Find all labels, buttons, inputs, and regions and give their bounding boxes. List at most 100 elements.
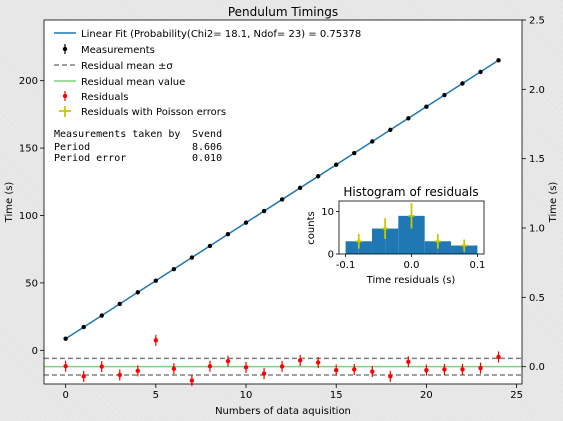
legend-label-fit: Linear Fit (Probability(Chi2= 18.1, Ndof… xyxy=(81,29,361,40)
x-tick-label-3: 15 xyxy=(330,390,343,401)
y-right-tick-label-1: 0.5 xyxy=(529,293,545,304)
y-right-tick-label-2: 1.0 xyxy=(529,224,545,235)
info-label-0: Measurements taken by xyxy=(54,129,180,140)
residual-point-14 xyxy=(315,360,321,365)
measurement-point-3 xyxy=(117,301,122,307)
inset-x-tick-label-0: -0.1 xyxy=(336,260,356,271)
residual-point-2 xyxy=(99,364,104,369)
measurements-layer xyxy=(63,58,501,341)
y-left-tick-label-0: 0 xyxy=(32,346,38,357)
y-right-tick-label-3: 1.5 xyxy=(529,154,545,165)
hist-bar-9 xyxy=(464,245,478,254)
measurement-point-20 xyxy=(424,104,429,109)
residual-point-15 xyxy=(334,367,339,373)
residual-point-7 xyxy=(189,378,195,383)
y-right-tick-label-4: 2.0 xyxy=(529,85,545,96)
x-tick-label-4: 20 xyxy=(420,390,433,401)
y-axis-label-left: Time (s) xyxy=(4,182,15,224)
residual-point-1 xyxy=(81,374,86,379)
hist-bar-7 xyxy=(437,241,452,254)
x-axis-label: Numbers of data aquisition xyxy=(215,406,351,417)
inset-x-tick-label-2: 0.1 xyxy=(469,260,485,271)
legend-label-measurements: Measurements xyxy=(81,45,155,56)
residual-point-17 xyxy=(370,369,375,374)
inset-y-ticks: 0 10 xyxy=(321,207,339,261)
y-axis-left-ticks: 0 50 100 150 200 xyxy=(19,76,44,357)
inset-histogram: Histogram of residuals -0.1 0.0 0.1 0 10 Ti… xyxy=(306,185,485,286)
inset-poisson-errors xyxy=(355,203,468,252)
legend-label-band: Residual mean ±σ xyxy=(81,61,173,72)
measurement-point-12 xyxy=(279,197,285,202)
measurement-point-4 xyxy=(135,290,140,295)
info-value-1: 8.606 xyxy=(192,142,222,153)
x-tick-label-2: 10 xyxy=(240,390,253,401)
residual-point-21 xyxy=(442,367,447,372)
measurement-point-18 xyxy=(388,127,393,133)
inset-y-label: counts xyxy=(306,211,317,244)
legend-swatch-measurements xyxy=(62,46,68,52)
measurement-point-23 xyxy=(478,69,483,75)
measurement-point-9 xyxy=(225,232,231,237)
residual-point-22 xyxy=(460,367,465,372)
residual-point-4 xyxy=(135,368,140,374)
info-value-2: 0.010 xyxy=(192,153,222,164)
info-label-2: Period error xyxy=(54,153,126,164)
residual-point-11 xyxy=(261,371,267,376)
residual-point-6 xyxy=(171,366,177,371)
measurement-point-14 xyxy=(315,174,321,179)
hist-bar-3 xyxy=(385,228,399,254)
measurement-point-22 xyxy=(460,81,465,86)
inset-x-tick-label-1: 0.0 xyxy=(404,260,420,271)
residual-point-9 xyxy=(225,358,231,364)
inset-y-tick-label-0: 0 xyxy=(328,250,334,261)
y-left-tick-label-3: 150 xyxy=(19,144,38,155)
residual-point-3 xyxy=(117,372,122,378)
x-tick-label-0: 0 xyxy=(62,390,68,401)
measurement-point-1 xyxy=(81,324,86,330)
info-label-1: Period xyxy=(54,142,90,153)
hist-bar-0 xyxy=(345,241,359,254)
info-box: Measurements taken by Svend Period 8.606… xyxy=(54,129,222,164)
y-left-tick-label-2: 100 xyxy=(19,211,38,222)
residual-point-13 xyxy=(297,358,303,363)
residual-point-12 xyxy=(279,364,285,369)
measurement-point-19 xyxy=(406,116,411,121)
x-tick-label-1: 5 xyxy=(153,390,159,401)
y-left-tick-label-4: 200 xyxy=(19,76,38,87)
legend: Linear Fit (Probability(Chi2= 18.1, Ndof… xyxy=(54,29,361,118)
legend-label-poisson: Residuals with Poisson errors xyxy=(81,107,226,118)
hist-bar-4 xyxy=(398,215,412,254)
measurement-point-17 xyxy=(370,139,375,144)
hist-bar-8 xyxy=(451,245,465,254)
residual-point-16 xyxy=(352,367,357,372)
hist-bar-2 xyxy=(371,228,386,254)
y-right-tick-label-0: 0.0 xyxy=(529,362,545,373)
hist-bar-5 xyxy=(411,215,425,254)
inset-title: Histogram of residuals xyxy=(343,185,478,199)
y-axis-label-right: Time (s) xyxy=(548,182,559,224)
inset-bars xyxy=(345,215,478,254)
y-axis-right-ticks: 0.0 0.5 1.0 1.5 2.0 2.5 xyxy=(522,16,545,373)
residuals-layer xyxy=(63,334,501,387)
measurement-point-0 xyxy=(63,336,68,341)
measurement-point-2 xyxy=(99,313,104,318)
measurement-point-21 xyxy=(442,92,447,98)
info-value-0: Svend xyxy=(192,129,222,140)
measurement-point-10 xyxy=(243,220,249,225)
measurement-point-7 xyxy=(189,255,195,260)
measurement-point-6 xyxy=(171,266,177,272)
legend-label-residuals: Residuals xyxy=(81,92,128,103)
chart-title: Pendulum Timings xyxy=(228,5,338,19)
measurement-point-15 xyxy=(334,162,339,167)
measurement-point-11 xyxy=(261,208,267,214)
residual-point-20 xyxy=(424,367,429,373)
plot-frame xyxy=(43,19,523,385)
x-axis-ticks: 0 5 10 15 20 25 xyxy=(62,384,523,401)
hist-bar-1 xyxy=(358,241,372,254)
inset-x-label: Time residuals (s) xyxy=(366,275,456,286)
measurement-point-13 xyxy=(297,185,303,191)
residual-point-10 xyxy=(243,365,249,370)
residual-point-5 xyxy=(153,338,159,343)
measurement-point-8 xyxy=(207,243,213,249)
